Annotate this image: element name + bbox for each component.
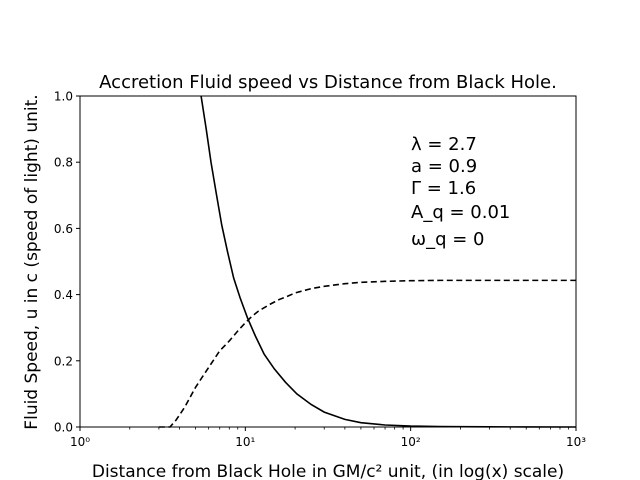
x-tick-label: 10¹ <box>235 435 255 449</box>
annotation-layer: λ = 2.7a = 0.9Γ = 1.6 A_q = 0.01 ω_q = 0 <box>411 134 510 250</box>
x-tick-label: 10⁰ <box>70 435 90 449</box>
x-axis-label: Distance from Black Hole in GM/c² unit, … <box>92 462 564 480</box>
series-line-2 <box>158 279 576 428</box>
ticks-layer: 10⁰ 10¹ 10² 10³ 0.0 0.2 0.4 0.6 0.8 1.0 <box>54 90 586 450</box>
parameter-annotation: A_q = 0.01 <box>411 202 510 223</box>
x-tick-label: 10² <box>401 435 421 449</box>
parameter-annotation: λ = 2.7 <box>411 134 477 155</box>
y-tick-label: 0.8 <box>54 156 73 170</box>
y-tick-label: 0.0 <box>54 421 73 435</box>
parameter-annotation: Γ = 1.6 <box>411 178 476 199</box>
y-tick-label: 0.6 <box>54 222 73 236</box>
y-tick-label: 1.0 <box>54 90 73 104</box>
series-layer <box>158 95 577 428</box>
parameter-annotation: a = 0.9 <box>411 156 477 177</box>
parameter-annotation: ω_q = 0 <box>411 229 484 250</box>
series-line-1 <box>200 95 577 428</box>
x-tick-label: 10³ <box>566 435 586 449</box>
plot-frame <box>79 95 577 428</box>
y-tick-label: 0.4 <box>54 288 73 302</box>
chart-title: Accretion Fluid speed vs Distance from B… <box>99 72 557 93</box>
y-tick-label: 0.2 <box>54 354 73 368</box>
y-axis-label: Fluid Speed, u in c (speed of light) uni… <box>22 94 42 429</box>
